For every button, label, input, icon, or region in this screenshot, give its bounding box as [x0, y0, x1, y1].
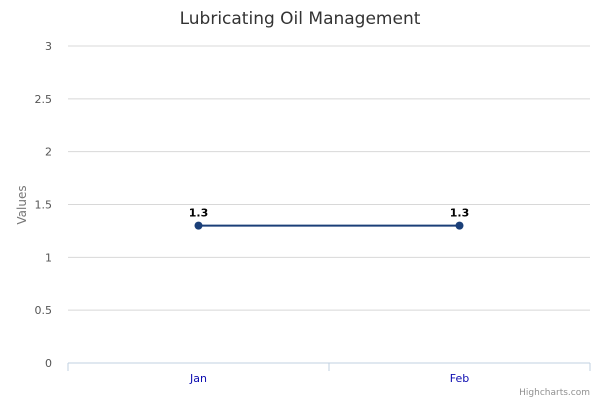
y-tick-label: 3 — [45, 40, 52, 53]
x-tick-label: Jan — [189, 372, 207, 385]
grid-lines — [68, 45, 590, 311]
x-axis-ticks: Jan Feb — [189, 372, 469, 385]
data-labels: 1.3 1.3 — [189, 207, 470, 220]
y-tick-label: 1.5 — [35, 199, 53, 212]
data-label: 1.3 — [450, 207, 470, 220]
series-group — [194, 221, 464, 230]
y-tick-label: 2 — [45, 146, 52, 159]
y-axis-label: Values — [15, 185, 29, 224]
data-point — [194, 221, 203, 230]
x-tick-label: Feb — [450, 372, 469, 385]
data-label: 1.3 — [189, 207, 209, 220]
y-axis-ticks: 0 0.5 1 1.5 2 2.5 3 — [35, 40, 53, 370]
chart-title: Lubricating Oil Management — [180, 9, 421, 29]
data-point — [455, 221, 464, 230]
y-tick-label: 0.5 — [35, 304, 53, 317]
y-tick-label: 0 — [45, 357, 52, 370]
credits-link[interactable]: Highcharts.com — [519, 388, 590, 398]
y-tick-label: 2.5 — [35, 93, 53, 106]
x-axis — [67, 362, 591, 371]
y-tick-label: 1 — [45, 251, 52, 264]
